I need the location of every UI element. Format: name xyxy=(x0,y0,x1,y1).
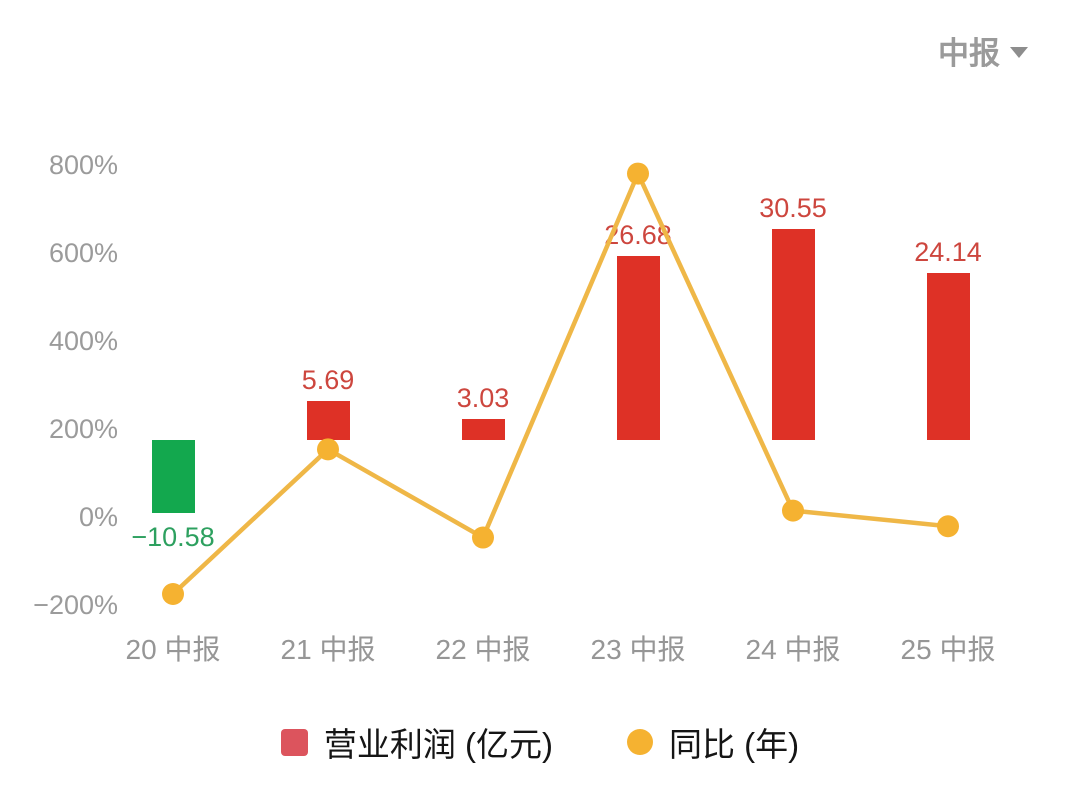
bar-value-label: −10.58 xyxy=(131,522,215,552)
bar-4 xyxy=(771,229,815,440)
legend: 营业利润 (亿元) 同比 (年) xyxy=(0,718,1080,766)
x-axis-label: 22 中报 xyxy=(435,634,531,665)
bar-1 xyxy=(306,400,350,440)
bar-value-label: 3.03 xyxy=(456,383,510,414)
y-axis-tick: 600% xyxy=(48,238,118,268)
x-axis-label: 24 中报 xyxy=(745,634,841,665)
bar-0 xyxy=(151,440,195,513)
x-axis-label: 21 中报 xyxy=(280,634,376,665)
y-axis-tick: −200% xyxy=(33,590,118,620)
x-axis-label: 20 中报 xyxy=(125,634,221,665)
caret-down-icon xyxy=(1010,47,1028,58)
bar-3 xyxy=(616,255,660,440)
legend-item-bar-series: 营业利润 (亿元) xyxy=(280,718,553,766)
legend-item-line-series: 同比 (年) xyxy=(627,718,799,766)
y-axis-tick: 400% xyxy=(48,326,118,356)
y-axis-tick: 0% xyxy=(78,502,118,532)
bar-value-label: 5.69 xyxy=(301,364,355,395)
yoy-data-point xyxy=(162,583,184,605)
yoy-data-point xyxy=(472,526,494,549)
yoy-data-point xyxy=(782,499,804,522)
legend-label-line-series: 同比 (年) xyxy=(669,726,800,763)
x-axis-label: 25 中报 xyxy=(900,634,996,665)
period-selector[interactable]: 中报 xyxy=(938,28,1028,73)
bar-5 xyxy=(926,273,970,440)
y-axis-tick: 200% xyxy=(48,414,118,444)
x-axis-label: 23 中报 xyxy=(590,634,686,665)
yoy-data-point xyxy=(627,162,649,185)
period-selector-label: 中报 xyxy=(938,36,1000,71)
yoy-data-point xyxy=(937,515,959,538)
bar-2 xyxy=(461,419,505,440)
bar-value-label: 24.14 xyxy=(914,237,982,268)
legend-label-bar-series: 营业利润 (亿元) xyxy=(323,726,553,763)
bar-series-swatch-icon xyxy=(280,728,308,756)
bar-value-label: 30.55 xyxy=(759,193,827,224)
yoy-data-point xyxy=(317,438,339,461)
line-series-swatch-icon xyxy=(627,729,653,755)
y-axis-tick: 800% xyxy=(48,150,118,180)
bar-value-label: 26.68 xyxy=(604,219,672,250)
